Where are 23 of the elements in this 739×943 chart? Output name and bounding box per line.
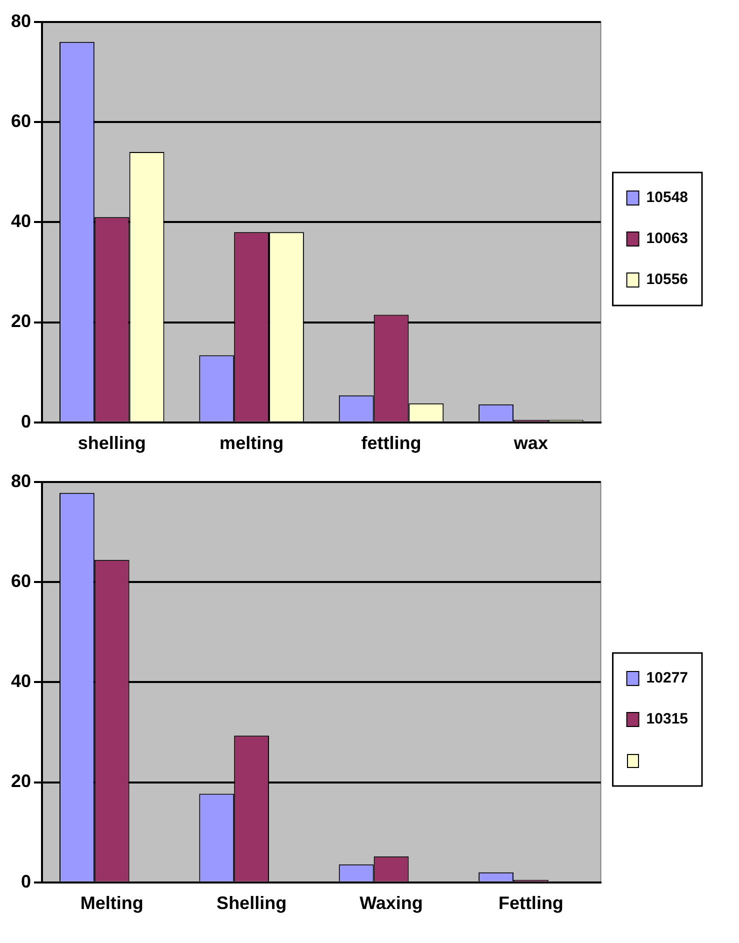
legend-label: 10556 xyxy=(646,271,688,288)
y-tick-label: 60 xyxy=(10,110,32,131)
y-tick-label: 0 xyxy=(21,411,32,432)
y-tick-label: 40 xyxy=(10,671,32,692)
y-tick-label: 20 xyxy=(10,771,32,792)
y-tick-label: 80 xyxy=(10,10,32,31)
y-tick-label: 40 xyxy=(10,211,32,232)
x-tick-label: Waxing xyxy=(360,893,423,914)
x-tick-label: fettling xyxy=(361,433,422,454)
x-tick-label: melting xyxy=(220,433,284,454)
legend-label: 10063 xyxy=(646,230,688,248)
x-tick-label: Fettling xyxy=(498,893,564,914)
legend-label: 10548 xyxy=(646,189,688,206)
x-tick-label: Melting xyxy=(80,893,144,914)
legend-label: 10315 xyxy=(646,710,688,728)
y-tick-label: 0 xyxy=(21,871,32,892)
y-tick-label: 80 xyxy=(10,470,32,491)
x-tick-label: Shelling xyxy=(216,893,287,914)
y-tick-label: 20 xyxy=(10,311,32,332)
x-tick-label: wax xyxy=(512,433,548,454)
legend-label: 10277 xyxy=(646,670,688,687)
y-tick-label: 60 xyxy=(10,570,32,591)
x-tick-label: shelling xyxy=(78,433,146,454)
